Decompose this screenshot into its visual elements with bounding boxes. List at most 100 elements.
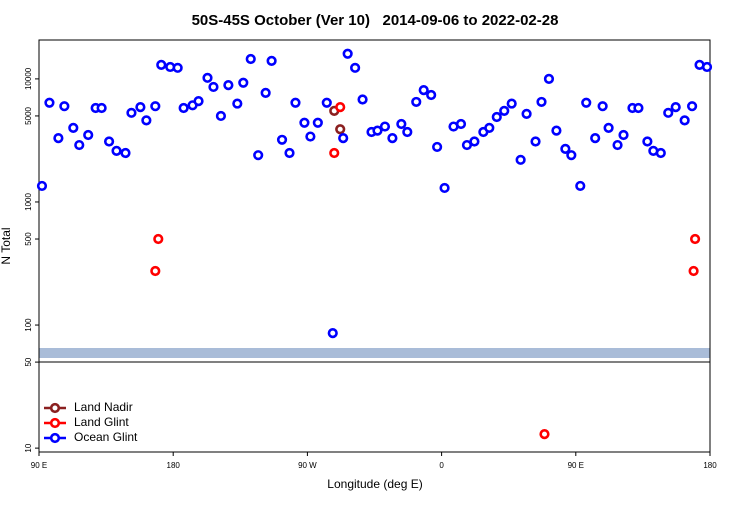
point xyxy=(44,97,55,108)
y-tick-label: 500 xyxy=(24,232,33,246)
point xyxy=(83,129,94,141)
point xyxy=(530,136,541,147)
y-tick-label: 100 xyxy=(24,318,33,332)
point xyxy=(223,80,234,91)
point xyxy=(491,111,502,123)
point xyxy=(461,139,473,151)
point xyxy=(701,61,713,73)
y-tick-label: 50 xyxy=(24,357,33,366)
point xyxy=(238,77,249,88)
point xyxy=(36,180,48,192)
point xyxy=(432,141,443,153)
point xyxy=(455,118,467,130)
x-tick-label: 90 E xyxy=(31,461,47,470)
point xyxy=(590,133,601,144)
point xyxy=(506,98,517,109)
point xyxy=(688,265,699,277)
x-axis-label: Longitude (deg E) xyxy=(327,477,422,491)
point xyxy=(350,62,361,73)
point xyxy=(150,265,161,277)
point xyxy=(178,102,189,114)
point xyxy=(521,108,532,119)
point xyxy=(103,136,115,147)
point xyxy=(284,147,295,159)
point xyxy=(327,328,338,339)
plot-frame xyxy=(38,39,711,453)
point xyxy=(396,118,407,130)
point xyxy=(575,180,586,192)
point xyxy=(266,55,277,67)
point xyxy=(342,48,353,59)
point xyxy=(290,97,301,108)
y-tick-label: 1000 xyxy=(24,193,33,211)
legend-label: Ocean Glint xyxy=(74,430,138,444)
x-tick-label: 0 xyxy=(439,461,444,470)
point xyxy=(357,94,368,105)
point xyxy=(150,101,161,112)
x-tick-label: 90 W xyxy=(298,461,317,470)
point xyxy=(551,125,562,136)
point xyxy=(299,117,310,128)
point xyxy=(515,154,526,165)
shaded-band xyxy=(39,348,710,358)
x-tick-label: 180 xyxy=(703,461,717,470)
point xyxy=(469,136,480,147)
point xyxy=(418,85,429,96)
point xyxy=(96,102,107,114)
point xyxy=(566,150,577,161)
legend-marker xyxy=(49,402,61,414)
point xyxy=(338,133,349,144)
point xyxy=(581,97,592,108)
point xyxy=(74,139,85,151)
point xyxy=(670,101,681,113)
legend-label: Land Glint xyxy=(74,415,129,429)
point xyxy=(215,110,227,122)
y-tick-label: 10 xyxy=(24,443,33,452)
point xyxy=(260,87,271,98)
point xyxy=(312,117,323,128)
point xyxy=(329,147,340,159)
point xyxy=(379,121,391,132)
point xyxy=(439,182,450,194)
point xyxy=(253,150,264,161)
point xyxy=(372,125,383,136)
point xyxy=(335,101,346,113)
point xyxy=(172,62,183,73)
point xyxy=(193,95,204,107)
point xyxy=(679,115,690,126)
point xyxy=(387,133,398,144)
point xyxy=(68,122,79,133)
point xyxy=(612,139,623,151)
point xyxy=(402,126,413,138)
point xyxy=(335,124,346,135)
point xyxy=(536,96,547,108)
point xyxy=(232,98,243,109)
point xyxy=(663,107,674,118)
point xyxy=(560,143,571,154)
point xyxy=(655,147,666,159)
point xyxy=(126,107,137,118)
point xyxy=(111,145,122,156)
point xyxy=(305,131,316,142)
chart-title: 50S-45S October (Ver 10) 2014-09-06 to 2… xyxy=(192,12,559,29)
point xyxy=(411,96,422,108)
point xyxy=(208,81,219,93)
point xyxy=(321,97,332,108)
point xyxy=(543,73,555,84)
y-axis-label: N Total xyxy=(0,227,13,264)
point xyxy=(53,133,64,144)
point xyxy=(499,105,510,116)
point xyxy=(642,136,653,147)
point xyxy=(539,428,550,440)
legend-marker xyxy=(49,432,61,444)
point xyxy=(135,101,146,113)
point xyxy=(633,102,644,114)
point xyxy=(426,89,437,101)
x-tick-label: 180 xyxy=(167,461,181,470)
point xyxy=(618,129,629,141)
x-tick-label: 90 E xyxy=(568,461,584,470)
point xyxy=(120,147,131,159)
point xyxy=(141,115,152,126)
legend-label: Land Nadir xyxy=(74,400,133,414)
